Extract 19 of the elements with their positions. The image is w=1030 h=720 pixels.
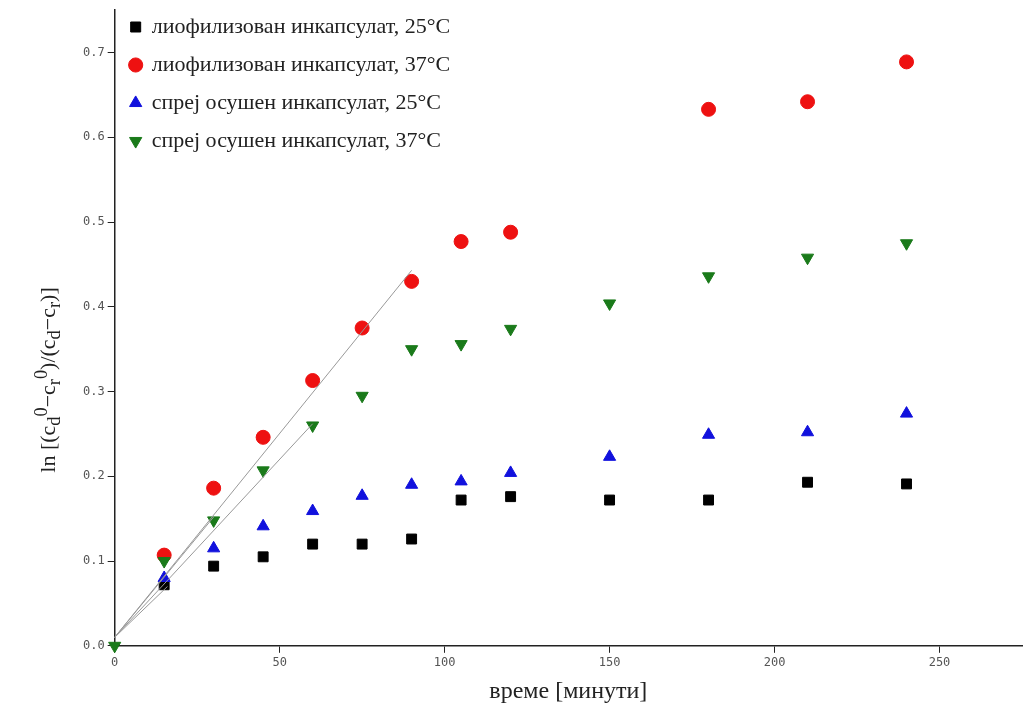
x-tick-label: 100 — [433, 655, 456, 670]
legend-label: лиофилизован инкапсулат, 37°C — [151, 50, 451, 76]
y-tick-label: 0.7 — [82, 44, 105, 59]
x-tick-label: 200 — [763, 655, 786, 670]
y-tick-label: 0.2 — [82, 468, 105, 483]
y-tick-label: 0.0 — [82, 637, 105, 652]
legend-label: спреј осушен инкапсулат, 25°C — [151, 88, 441, 114]
y-tick-label: 0.5 — [82, 214, 105, 229]
y-tick-label: 0.6 — [82, 129, 105, 144]
x-tick-label: 0 — [111, 655, 119, 670]
legend-label: спреј осушен инкапсулат, 37°C — [151, 126, 441, 152]
y-tick-label: 0.4 — [82, 298, 105, 313]
y-tick-label: 0.1 — [82, 553, 105, 568]
x-tick-label: 250 — [928, 655, 951, 670]
x-tick-label: 50 — [272, 655, 287, 670]
x-axis-title: време [минути] — [489, 676, 648, 703]
y-tick-label: 0.3 — [82, 383, 105, 398]
legend-label: лиофилизован инкапсулат, 25°C — [151, 12, 451, 38]
x-tick-label: 150 — [598, 655, 621, 670]
